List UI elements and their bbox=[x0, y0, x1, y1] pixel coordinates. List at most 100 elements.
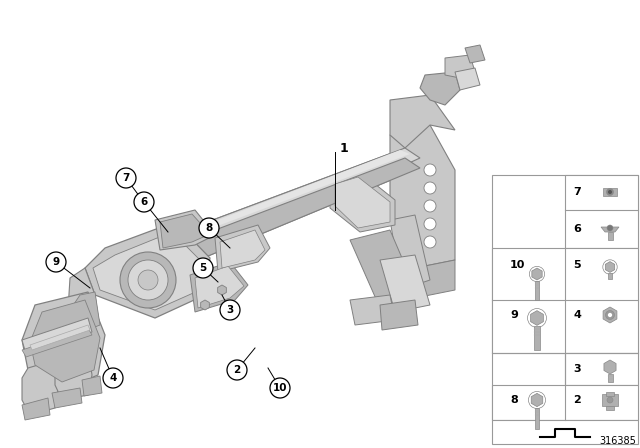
Polygon shape bbox=[380, 255, 430, 312]
Polygon shape bbox=[465, 45, 485, 63]
Text: 2: 2 bbox=[234, 365, 241, 375]
Bar bbox=[492, 385, 638, 420]
Circle shape bbox=[424, 164, 436, 176]
Circle shape bbox=[103, 368, 123, 388]
Polygon shape bbox=[330, 172, 395, 232]
Polygon shape bbox=[22, 318, 92, 354]
Polygon shape bbox=[218, 285, 227, 295]
Text: 4: 4 bbox=[109, 373, 116, 383]
Polygon shape bbox=[52, 388, 82, 408]
Polygon shape bbox=[390, 125, 455, 268]
Bar bbox=[492, 175, 638, 420]
Text: 10: 10 bbox=[510, 260, 525, 270]
Bar bbox=[602, 394, 618, 406]
Bar bbox=[534, 327, 540, 349]
Polygon shape bbox=[30, 325, 90, 350]
Circle shape bbox=[227, 360, 247, 380]
Polygon shape bbox=[22, 292, 105, 390]
Circle shape bbox=[220, 300, 240, 320]
Circle shape bbox=[193, 258, 213, 278]
Polygon shape bbox=[85, 222, 210, 318]
Text: 3: 3 bbox=[227, 305, 234, 315]
Text: 8: 8 bbox=[205, 223, 212, 233]
Polygon shape bbox=[22, 328, 92, 357]
Circle shape bbox=[199, 218, 219, 238]
Polygon shape bbox=[390, 95, 455, 148]
Circle shape bbox=[424, 182, 436, 194]
Polygon shape bbox=[380, 300, 418, 330]
Polygon shape bbox=[201, 300, 209, 310]
Polygon shape bbox=[350, 230, 420, 308]
Text: 9: 9 bbox=[510, 310, 518, 320]
Text: 3: 3 bbox=[573, 364, 580, 374]
Circle shape bbox=[128, 260, 168, 300]
Circle shape bbox=[608, 190, 612, 194]
Polygon shape bbox=[601, 227, 619, 232]
Polygon shape bbox=[93, 232, 205, 310]
Polygon shape bbox=[190, 262, 248, 312]
Polygon shape bbox=[455, 68, 480, 90]
Text: 5: 5 bbox=[573, 260, 580, 270]
Bar bbox=[606, 406, 614, 410]
Circle shape bbox=[605, 310, 614, 319]
Bar bbox=[565, 175, 638, 248]
Circle shape bbox=[424, 236, 436, 248]
Polygon shape bbox=[605, 262, 614, 272]
Polygon shape bbox=[415, 260, 455, 298]
Text: 1: 1 bbox=[340, 142, 349, 155]
Polygon shape bbox=[160, 214, 210, 248]
Text: 7: 7 bbox=[573, 187, 580, 197]
Polygon shape bbox=[420, 72, 460, 105]
Circle shape bbox=[116, 168, 136, 188]
Polygon shape bbox=[115, 148, 420, 278]
Polygon shape bbox=[215, 225, 270, 272]
Polygon shape bbox=[22, 360, 58, 415]
Polygon shape bbox=[30, 300, 100, 382]
Polygon shape bbox=[531, 393, 543, 407]
Polygon shape bbox=[220, 230, 265, 268]
Circle shape bbox=[607, 189, 614, 195]
Bar bbox=[607, 232, 612, 240]
Polygon shape bbox=[195, 266, 244, 308]
Polygon shape bbox=[55, 348, 92, 400]
Polygon shape bbox=[138, 148, 420, 278]
Text: 6: 6 bbox=[140, 197, 148, 207]
Text: 10: 10 bbox=[273, 383, 287, 393]
Polygon shape bbox=[532, 268, 542, 280]
Polygon shape bbox=[350, 295, 395, 325]
Circle shape bbox=[134, 192, 154, 212]
Polygon shape bbox=[115, 158, 420, 278]
Text: 7: 7 bbox=[122, 173, 130, 183]
Bar bbox=[535, 281, 539, 300]
Polygon shape bbox=[70, 292, 100, 332]
Polygon shape bbox=[22, 398, 50, 420]
Text: 316385: 316385 bbox=[599, 436, 636, 446]
Circle shape bbox=[607, 313, 612, 318]
Circle shape bbox=[607, 225, 613, 231]
Circle shape bbox=[424, 200, 436, 212]
Polygon shape bbox=[390, 215, 430, 285]
Bar bbox=[607, 374, 612, 382]
Polygon shape bbox=[445, 55, 475, 78]
Bar bbox=[606, 392, 614, 396]
Polygon shape bbox=[531, 310, 543, 325]
Polygon shape bbox=[604, 360, 616, 374]
Bar bbox=[565, 353, 638, 385]
Text: 8: 8 bbox=[510, 395, 518, 405]
Bar bbox=[603, 188, 617, 196]
Circle shape bbox=[138, 270, 158, 290]
Text: 2: 2 bbox=[573, 395, 580, 405]
Polygon shape bbox=[68, 268, 100, 338]
Bar bbox=[492, 420, 638, 444]
Bar bbox=[608, 273, 612, 279]
Circle shape bbox=[424, 218, 436, 230]
Text: 9: 9 bbox=[52, 257, 60, 267]
Bar bbox=[492, 248, 638, 353]
Polygon shape bbox=[603, 307, 617, 323]
Circle shape bbox=[607, 397, 613, 403]
Polygon shape bbox=[155, 210, 215, 250]
Circle shape bbox=[46, 252, 66, 272]
Polygon shape bbox=[140, 150, 410, 252]
Polygon shape bbox=[82, 376, 102, 396]
Text: 4: 4 bbox=[573, 310, 581, 320]
